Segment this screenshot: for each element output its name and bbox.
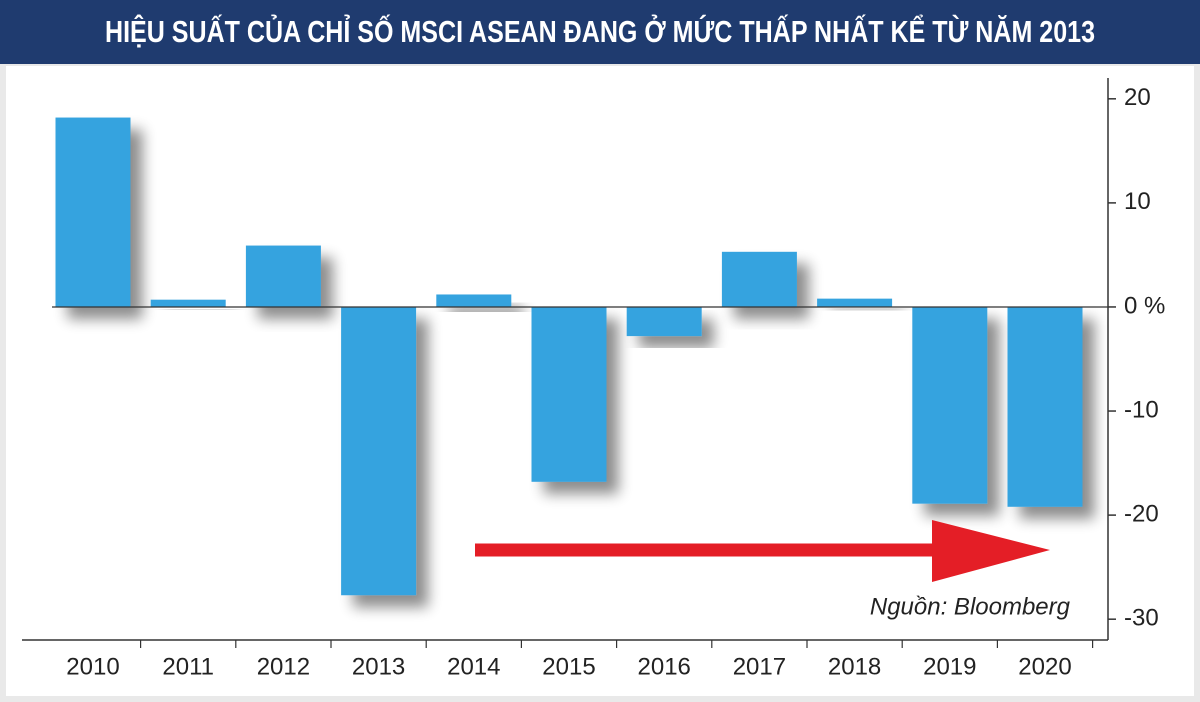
x-tick-label: 2020 [1018,653,1071,680]
bar [531,306,607,482]
bar [245,245,321,307]
x-tick-label: 2013 [352,653,405,680]
chart-title: HIỆU SUẤT CỦA CHỈ SỐ MSCI ASEAN ĐANG Ở M… [105,13,1095,49]
bars [55,117,1083,596]
x-tick-label: 2018 [828,653,881,680]
x-tick-label: 2010 [66,653,119,680]
arrow-head [932,520,1050,582]
bar [721,251,797,307]
arrow [475,520,1050,582]
x-tick-label: 2019 [923,653,976,680]
x-tick-label: 2014 [447,653,500,680]
x-tick-label: 2016 [638,653,691,680]
bar [150,299,226,307]
y-tick-label: 10 [1124,188,1151,215]
bar [55,117,131,307]
bar [817,298,893,307]
y-tick-label: -20 [1124,500,1159,527]
x-tick-label: 2015 [542,653,595,680]
bar [436,294,512,307]
source-note: Nguồn: Bloomberg [870,593,1071,620]
y-tick-label: 20 [1124,84,1151,111]
bar [626,306,702,337]
y-tick-label: 0 % [1124,292,1165,319]
title-bar [0,0,1200,64]
y-tick-label: -10 [1124,396,1159,423]
bar [1007,306,1083,507]
bar [341,306,417,596]
bar [912,306,988,504]
x-tick-label: 2017 [733,653,786,680]
y-tick-label: -30 [1124,605,1159,632]
x-tick-label: 2012 [257,653,310,680]
x-tick-label: 2011 [162,653,214,680]
